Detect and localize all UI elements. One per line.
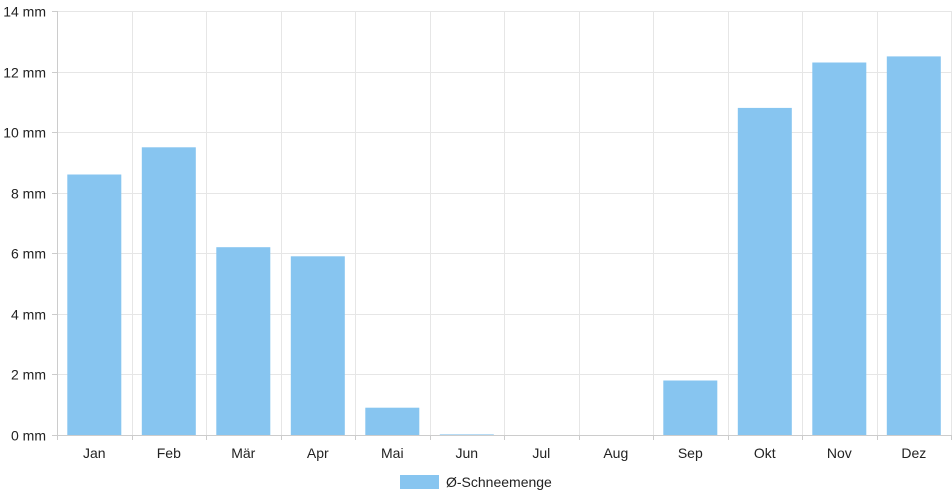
bar-dez[interactable] xyxy=(886,56,941,436)
y-tick-label: 8 mm xyxy=(11,186,46,202)
x-tick-label: Mai xyxy=(381,445,404,461)
bar-okt[interactable] xyxy=(737,107,792,436)
bar-feb[interactable] xyxy=(141,147,196,436)
x-tick-label: Dez xyxy=(901,445,926,461)
x-axis-labels: Jan Feb Mär Apr Mai Jun Jul Aug Sep Okt Nov Dez xyxy=(83,445,926,461)
bar-sep[interactable] xyxy=(663,380,718,436)
x-tick-label: Mär xyxy=(231,445,255,461)
bar-apr[interactable] xyxy=(290,256,345,435)
y-tick-label: 6 mm xyxy=(11,246,46,262)
y-tick-label: 14 mm xyxy=(3,4,46,20)
y-tick-label: 2 mm xyxy=(11,367,46,383)
legend-swatch[interactable] xyxy=(400,475,439,489)
x-tick-label: Feb xyxy=(157,445,181,461)
bar-nov[interactable] xyxy=(812,62,867,436)
x-tick-label: Apr xyxy=(307,445,329,461)
legend[interactable]: Ø-Schneemenge xyxy=(400,474,552,490)
x-tick-label: Sep xyxy=(678,445,703,461)
x-tick-label: Aug xyxy=(603,445,628,461)
bar-mär[interactable] xyxy=(216,247,271,435)
bar-jun[interactable] xyxy=(439,434,494,435)
legend-label[interactable]: Ø-Schneemenge xyxy=(446,474,552,490)
axes xyxy=(52,11,952,440)
y-tick-label: 10 mm xyxy=(3,125,46,141)
x-tick-label: Okt xyxy=(754,445,776,461)
bar-jan[interactable] xyxy=(67,174,122,436)
y-tick-label: 4 mm xyxy=(11,307,46,323)
y-tick-label: 0 mm xyxy=(11,428,46,444)
y-tick-label: 12 mm xyxy=(3,65,46,81)
bars xyxy=(67,56,941,436)
x-tick-label: Jul xyxy=(532,445,550,461)
bar-mai[interactable] xyxy=(365,407,420,435)
y-axis-labels: 0 mm 2 mm 4 mm 6 mm 8 mm 10 mm 12 mm 14 mm xyxy=(3,4,46,444)
x-tick-label: Nov xyxy=(827,445,852,461)
grid-lines xyxy=(57,11,952,435)
x-tick-label: Jan xyxy=(83,445,106,461)
x-tick-label: Jun xyxy=(456,445,479,461)
